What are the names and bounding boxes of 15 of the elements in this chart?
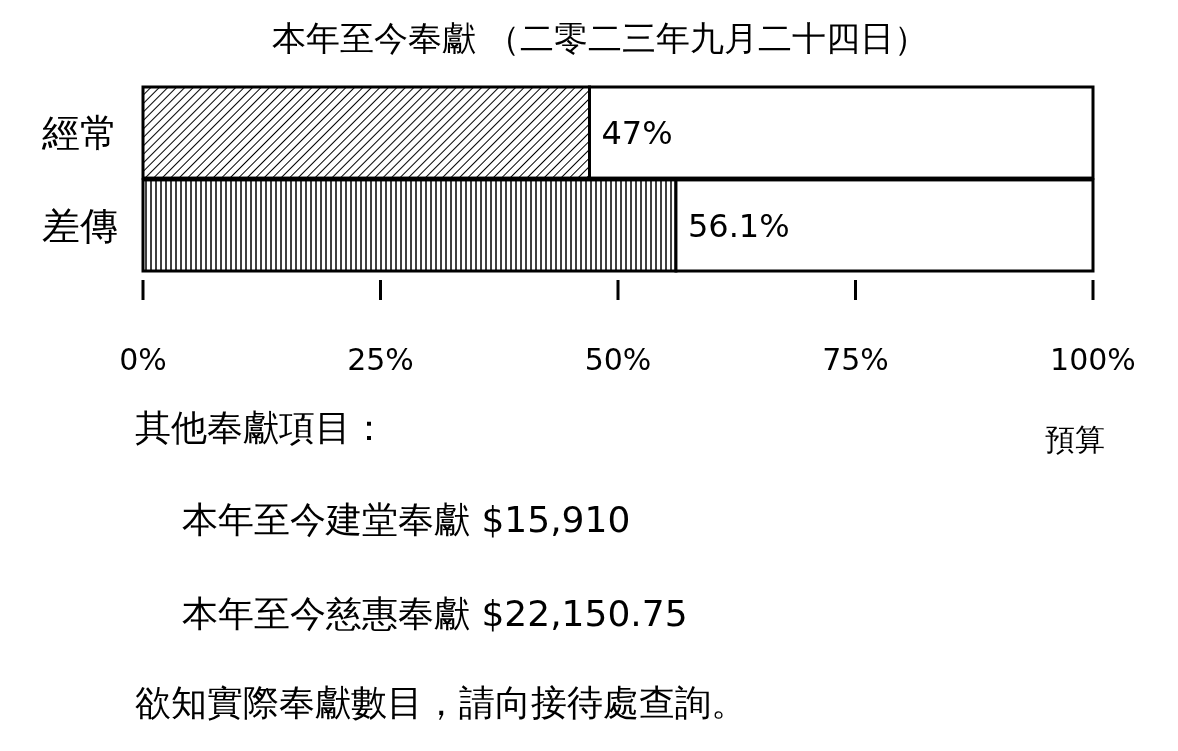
text: 預算 (1045, 422, 1105, 457)
x-tick-label: 100% (1050, 342, 1136, 377)
x-tick-label: 25% (347, 342, 414, 377)
y-tick-label: 差傳 (42, 203, 118, 248)
text: 本年至今建堂奉獻 $15,910 (182, 499, 631, 540)
text: 欲知實際奉獻數目，請向接待處查詢。 (135, 682, 747, 723)
data-label: 47% (601, 113, 673, 152)
text: 其他奉獻項目： (135, 407, 387, 448)
y-tick-label: 經常 (41, 110, 118, 155)
chart-title: 本年至今奉獻 （二零二三年九月二十四日） (271, 18, 929, 58)
x-tick-label: 0% (119, 342, 167, 377)
data-label: 56.1% (687, 206, 790, 245)
text: 本年至今慈惠奉獻 $22,150.75 (182, 593, 688, 634)
x-tick-label: 75% (822, 342, 889, 377)
x-tick-label: 50% (584, 342, 652, 377)
